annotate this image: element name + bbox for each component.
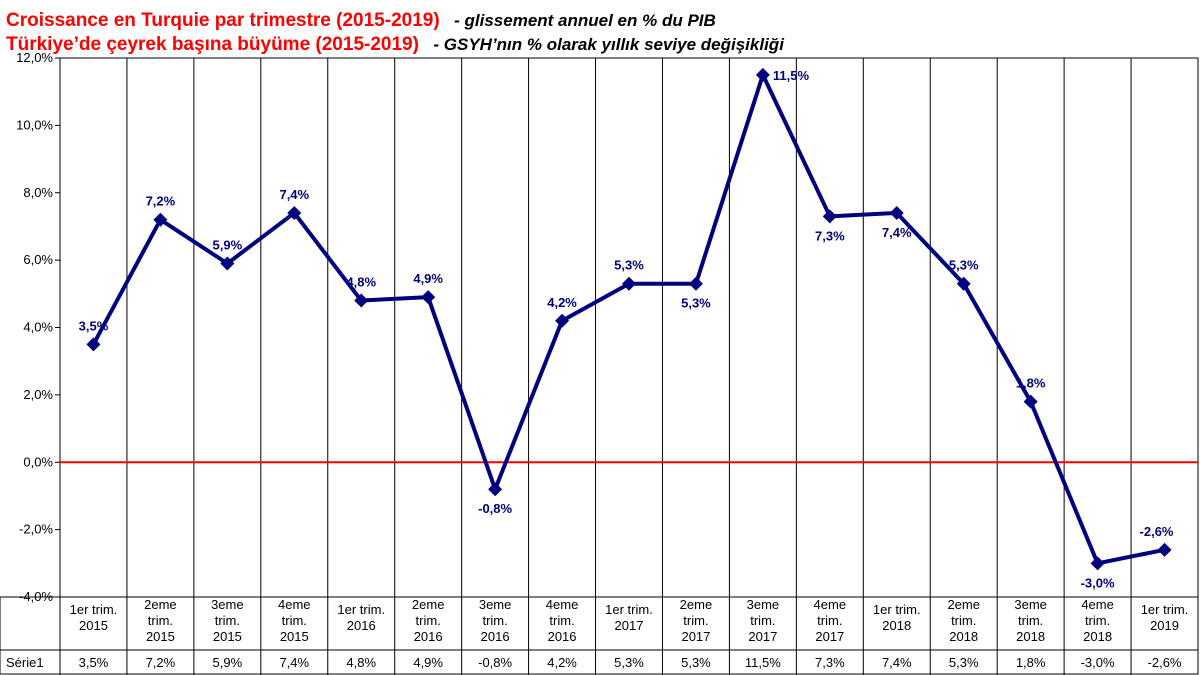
data-point-marker [354,293,369,308]
series-line [91,72,1165,566]
y-tick-label: 2,0% [23,387,53,402]
chart-title-line2: Türkiye’de çeyrek başına büyüme (2015-20… [6,34,785,55]
data-label: 5,3% [614,258,644,273]
table-cell-value: 7,2% [146,655,176,670]
x-category-label: 3eme trim. 2015 [211,597,244,644]
table-series-name: Série1 [6,655,44,670]
data-point-marker [822,209,837,224]
data-label: 3,5% [79,318,109,333]
data-label: 7,4% [279,187,309,202]
x-category-label: 4eme trim. 2017 [814,597,847,644]
table-cell-value: 3,5% [79,655,109,670]
table-cell-value: 5,3% [614,655,644,670]
data-label: 7,4% [882,225,912,240]
table-cell-value: -0,8% [478,655,512,670]
data-label: 4,2% [547,295,577,310]
chart-subtitle-fr: - glissement annuel en % du PIB [454,11,716,30]
table-cell-value: 5,3% [681,655,711,670]
data-point-marker [153,212,168,227]
table-cell-value: -2,6% [1148,655,1182,670]
data-table: Série1 3,5% 7,2% 5,9% 7,4% 4,8% 4,9% -0,8% 4,2% 5… [0,596,1199,675]
data-label: 1,8% [1016,376,1046,391]
table-cell-value: 7,3% [815,655,845,670]
data-label: 7,2% [146,194,176,209]
x-category-label: 2eme trim. 2015 [144,597,177,644]
table-cell-value: 7,4% [279,655,309,670]
chart-title-fr: Croissance en Turquie par trimestre (201… [6,10,440,31]
x-category-label: 1er trim. 2015 [70,602,118,633]
data-label: 7,3% [815,228,845,243]
data-label: -3,0% [1081,575,1115,590]
y-tick-label: 8,0% [23,185,53,200]
x-category-label: 1er trim. 2018 [873,602,921,633]
x-category-label: 4eme trim. 2018 [1081,597,1114,644]
data-label: -0,8% [478,501,512,516]
chart-title-tr: Türkiye’de çeyrek başına büyüme (2015-20… [6,34,419,55]
x-category-label: 1er trim. 2017 [605,602,653,633]
data-point-marker [1157,542,1172,557]
data-label: 4,9% [413,271,443,286]
plot-frame [59,57,1199,598]
x-category-label: 2eme trim. 2018 [947,597,980,644]
data-point-marker [1023,394,1038,409]
x-category-label: 2eme trim. 2017 [680,597,713,644]
data-point-marker [956,276,971,291]
plot-area: 12,0%10,0%8,0%6,0%4,0%2,0%0,0%-2,0%-4,0%… [16,50,1199,675]
data-point-marker [622,276,636,291]
data-point-marker [488,482,503,497]
table-cell-value: 4,8% [346,655,376,670]
y-tick-label: 4,0% [23,320,53,335]
data-point-marker [287,205,302,220]
data-label: 5,3% [681,296,711,311]
chart-subtitle-tr: - GSYH’nın % olarak yıllık seviye değişi… [433,35,785,54]
x-category-label: 4eme trim. 2015 [278,597,311,644]
table-cell-value: 5,9% [213,655,243,670]
x-category-label: 4eme trim. 2016 [546,597,579,644]
table-cell-value: 4,9% [413,655,443,670]
data-label: -2,6% [1140,524,1174,539]
x-category-label: 1er trim. 2016 [337,602,385,633]
chart-title-line1: Croissance en Turquie par trimestre (201… [6,10,716,31]
data-label: 5,9% [213,237,243,252]
table-frame [0,596,1199,675]
data-point-marker [889,205,904,220]
x-category-label: 3eme trim. 2016 [479,597,512,644]
data-point-marker [421,290,436,305]
x-category-label: 3eme trim. 2017 [747,597,780,644]
table-cell-value: 4,2% [547,655,577,670]
data-point-marker [755,67,770,82]
data-point-marker [1090,556,1105,571]
y-tick-label: 12,0% [16,50,53,65]
table-cell-value: 11,5% [745,655,781,670]
table-cell-value: -3,0% [1081,655,1115,670]
data-label: 5,3% [949,258,979,273]
y-tick-label: 6,0% [23,252,53,267]
x-category-label: 2eme trim. 2016 [412,597,445,644]
data-point-marker [86,337,101,352]
table-cell-value: 5,3% [949,655,979,670]
data-label: 4,8% [346,275,376,290]
table-cell-value: 7,4% [882,655,912,670]
table-cell-value: 1,8% [1016,655,1046,670]
data-label: 11,5% [773,68,810,83]
data-point-marker [555,313,570,328]
x-category-label: 3eme trim. 2018 [1014,597,1047,644]
data-point-marker [220,256,235,271]
x-category-label: 1er trim. 2019 [1141,602,1189,633]
y-tick-label: 0,0% [23,454,53,469]
y-tick-label: 10,0% [16,117,53,132]
data-point-marker [688,276,703,291]
y-tick-label: -2,0% [19,522,53,537]
